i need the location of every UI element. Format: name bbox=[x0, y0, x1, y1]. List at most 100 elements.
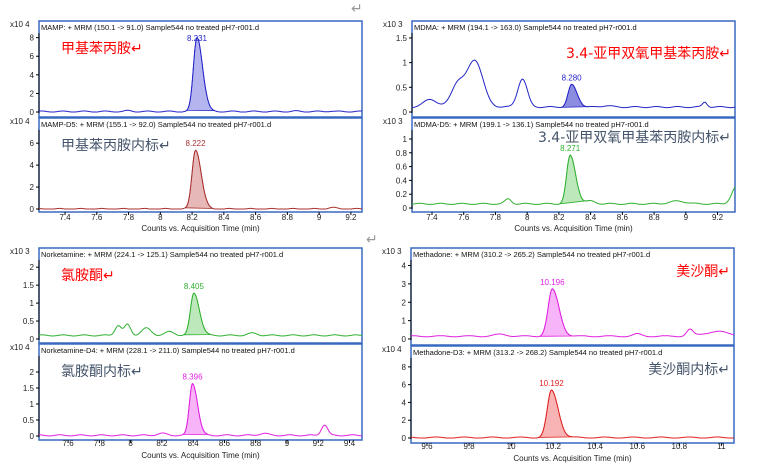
paragraph-mark-icon: ↵ bbox=[351, 1, 363, 17]
x-tick-label: 7.4 bbox=[59, 213, 71, 222]
y-exponent: x10 3 bbox=[383, 117, 403, 126]
y-tick-label: 6 bbox=[402, 381, 407, 390]
x-tick-label: 8 bbox=[158, 213, 163, 222]
y-tick-label: 2 bbox=[30, 263, 35, 272]
x-tick-label: 8 bbox=[128, 439, 133, 448]
x-tick-label: 10.6 bbox=[629, 442, 645, 451]
y-tick-label: 2 bbox=[402, 416, 407, 425]
y-tick-label: 2 bbox=[402, 298, 407, 307]
y-exponent: x10 4 bbox=[10, 20, 30, 29]
x-axis: 7.4 7.6 7.8 8 8.2 8.4 8.6 8.8 9 9.2 Counts vs. Acq… bbox=[426, 212, 724, 233]
y-tick-label: 6 bbox=[30, 139, 35, 148]
panel-title: Methadone-D3: + MRM (313.2 -> 268.2) Sam… bbox=[413, 348, 662, 357]
y-exponent: x10 4 bbox=[10, 117, 30, 126]
x-tick-label: 8.8 bbox=[282, 213, 294, 222]
chromatogram-trace bbox=[38, 36, 363, 113]
x-tick-label: 8.6 bbox=[617, 213, 629, 222]
y-exponent: x10 4 bbox=[10, 343, 30, 352]
y-tick-label: 8 bbox=[30, 34, 35, 43]
compound-annotation: 甲基苯丙胺↵ bbox=[61, 40, 143, 57]
compound-annotation: 美沙酮内标↵ bbox=[648, 362, 730, 378]
y-tick-label: 0 bbox=[30, 205, 35, 214]
panel-title: Norketamine-D4: + MRM (228.1 -> 211.0) S… bbox=[41, 346, 295, 355]
x-tick-label: 7.8 bbox=[490, 213, 502, 222]
y-exponent: x10 3 bbox=[383, 20, 403, 29]
x-tick-label: 7.6 bbox=[458, 213, 470, 222]
y-tick-label: 0.5 bbox=[396, 83, 408, 92]
x-tick-label: 7.8 bbox=[123, 213, 135, 222]
peak-rt-label: 8.405 bbox=[184, 282, 205, 291]
y-tick-label: 1.5 bbox=[23, 281, 35, 290]
x-tick-label: 8.2 bbox=[187, 213, 199, 222]
y-tick-label: 0 bbox=[30, 335, 35, 344]
x-tick-label: 7.6 bbox=[91, 213, 103, 222]
x-tick-label: 9.8 bbox=[463, 442, 475, 451]
y-tick-label: 1 bbox=[402, 317, 407, 326]
y-tick-label: 2 bbox=[30, 368, 35, 377]
compound-annotation: 氯胺酮内标↵ bbox=[61, 364, 143, 380]
compound-annotation: 甲基苯丙胺内标↵ bbox=[61, 137, 171, 154]
y-tick-label: 3 bbox=[402, 280, 407, 289]
y-tick-label: 1 bbox=[30, 400, 35, 409]
chromatogram-trace bbox=[411, 154, 736, 205]
panel-title: MDMA-D5: + MRM (199.1 -> 136.1) Sample54… bbox=[414, 120, 649, 129]
chromatogram-trace bbox=[412, 59, 736, 109]
chromatogram-trace bbox=[38, 292, 363, 337]
y-tick-label: 4 bbox=[402, 262, 407, 271]
y-tick-label: 0 bbox=[30, 108, 35, 117]
peak-rt-label: 10.192 bbox=[539, 379, 564, 388]
x-tick-label: 11 bbox=[717, 442, 726, 451]
compound-annotation: 3.4-亚甲双氧甲基苯丙胺内标↵ bbox=[538, 129, 731, 146]
x-tick-label: 8.4 bbox=[218, 213, 230, 222]
x-tick-label: 10.4 bbox=[587, 442, 603, 451]
x-tick-label: 9.2 bbox=[313, 439, 325, 448]
y-exponent: x10 3 bbox=[382, 247, 402, 256]
chromatogram-panel: 0 0.5 1 1.5 2 x10 4 Norketamine-D4: + MRM (228… bbox=[10, 343, 363, 441]
panel-title: Methadone: + MRM (310.2 -> 265.2) Sample… bbox=[413, 250, 650, 259]
y-tick-label: 0.2 bbox=[396, 190, 408, 199]
x-tick-label: 9 bbox=[285, 439, 290, 448]
y-tick-label: 0.5 bbox=[23, 317, 35, 326]
panel-title: Norketamine: + MRM (224.1 -> 125.1) Samp… bbox=[41, 250, 283, 259]
x-tick-label: 8.8 bbox=[649, 213, 661, 222]
compound-annotation: 美沙酮↵ bbox=[676, 264, 730, 280]
y-tick-label: 1 bbox=[30, 299, 35, 308]
chromatogram-trace bbox=[410, 389, 734, 439]
x-axis-title: Counts vs. Acquisition Time (min) bbox=[141, 451, 260, 460]
x-tick-label: 8.2 bbox=[553, 213, 565, 222]
chromatogram-panel: 0 2 4 6 x10 4 MAMP-D5: + MRM (155.1 -> 92.0) … bbox=[10, 117, 363, 214]
chromatogram-trace bbox=[411, 288, 735, 338]
chromatogram-trace bbox=[38, 149, 363, 210]
panel-title: MDMA: + MRM (194.1 -> 163.0) Sample544 n… bbox=[414, 23, 637, 32]
y-tick-label: 4 bbox=[30, 161, 35, 170]
y-tick-label: 0.4 bbox=[396, 176, 408, 185]
y-tick-label: 0.6 bbox=[396, 163, 408, 172]
x-tick-label: 10.2 bbox=[545, 442, 561, 451]
y-tick-label: 4 bbox=[30, 71, 35, 80]
x-tick-label: 8.8 bbox=[250, 439, 262, 448]
panel-frame bbox=[410, 247, 735, 346]
peak-rt-label: 8.280 bbox=[562, 73, 583, 82]
x-tick-label: 8.6 bbox=[219, 439, 231, 448]
x-tick-label: 7.6 bbox=[63, 439, 75, 448]
y-tick-label: 1.5 bbox=[396, 34, 408, 43]
compound-annotation: 氯胺酮↵ bbox=[61, 268, 115, 284]
peak-rt-label: 10.196 bbox=[540, 278, 565, 287]
x-axis: 7.6 7.8 8 8.2 8.4 8.6 8.8 9 9.2 9.4 Counts vs. Acq… bbox=[63, 439, 356, 460]
y-tick-label: 0 bbox=[402, 434, 407, 443]
y-tick-label: 0 bbox=[30, 432, 35, 441]
x-tick-label: 9.6 bbox=[421, 442, 433, 451]
y-tick-label: 8 bbox=[402, 363, 407, 372]
x-tick-label: 7.8 bbox=[94, 439, 106, 448]
x-axis-title: Counts vs. Acquisition Time (min) bbox=[514, 224, 633, 233]
peak-rt-label: 8.231 bbox=[187, 34, 208, 43]
x-axis-title: Counts vs. Acquisition Time (min) bbox=[513, 454, 632, 463]
y-tick-label: 1.5 bbox=[23, 384, 35, 393]
y-tick-label: 0 bbox=[402, 335, 407, 344]
x-tick-label: 9 bbox=[684, 213, 689, 222]
y-tick-label: 0.5 bbox=[23, 416, 35, 425]
